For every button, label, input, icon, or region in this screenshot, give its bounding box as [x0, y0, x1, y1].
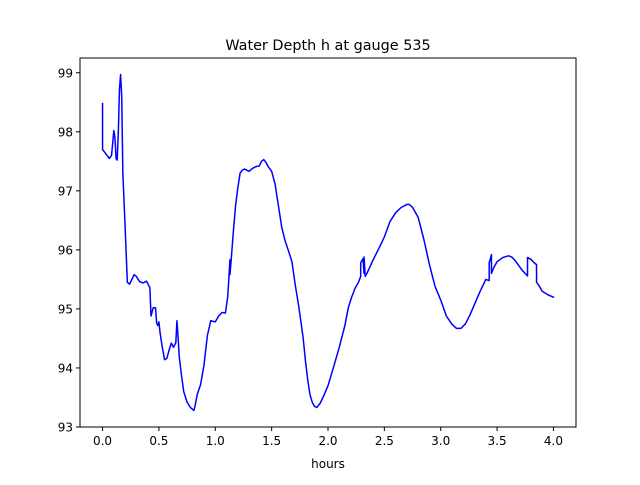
x-tick-label: 0.5 — [149, 434, 168, 448]
y-tick-label: 99 — [58, 66, 73, 80]
y-tick-label: 94 — [58, 361, 73, 375]
y-tick-label: 93 — [58, 421, 73, 435]
x-tick-label: 0.0 — [93, 434, 112, 448]
x-tick-label: 1.0 — [206, 434, 225, 448]
y-tick-label: 98 — [58, 125, 73, 139]
x-tick-label: 2.0 — [318, 434, 337, 448]
x-tick-label: 3.5 — [488, 434, 507, 448]
x-tick-label: 2.5 — [375, 434, 394, 448]
y-tick-label: 95 — [58, 302, 73, 316]
x-tick-label: 1.5 — [262, 434, 281, 448]
y-tick-label: 97 — [58, 184, 73, 198]
axes-layer: 0.0 0.5 1.0 1.5 2.0 2.5 3.0 3.5 4.0 93 94 95 96 97 98 9… — [58, 57, 577, 448]
chart-title: Water Depth h at gauge 535 — [225, 38, 430, 54]
series-line-0 — [101, 73, 555, 412]
x-tick-label: 4.0 — [544, 434, 563, 448]
y-tick-label: 96 — [58, 243, 73, 257]
x-tick-label: 3.0 — [431, 434, 450, 448]
x-axis-label: hours — [311, 457, 345, 471]
series-layer — [101, 73, 555, 412]
